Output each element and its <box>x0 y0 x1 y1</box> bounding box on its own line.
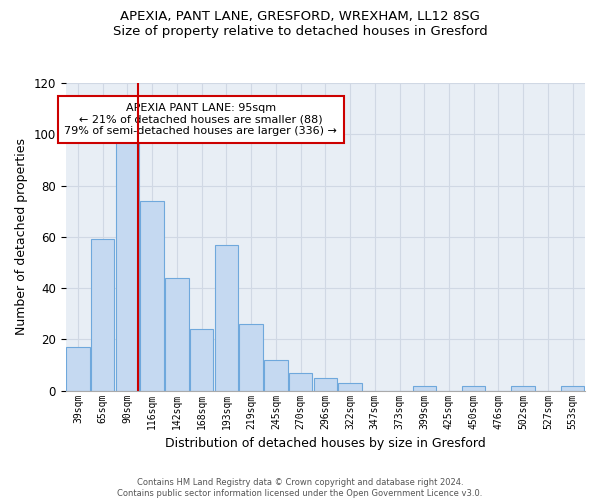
Bar <box>462 386 485 390</box>
Bar <box>289 372 313 390</box>
Bar <box>239 324 263 390</box>
X-axis label: Distribution of detached houses by size in Gresford: Distribution of detached houses by size … <box>165 437 486 450</box>
Bar <box>511 386 535 390</box>
Bar <box>413 386 436 390</box>
Bar <box>116 140 139 390</box>
Bar <box>338 383 362 390</box>
Text: APEXIA, PANT LANE, GRESFORD, WREXHAM, LL12 8SG
Size of property relative to deta: APEXIA, PANT LANE, GRESFORD, WREXHAM, LL… <box>113 10 487 38</box>
Bar <box>140 201 164 390</box>
Bar <box>264 360 287 390</box>
Text: Contains HM Land Registry data © Crown copyright and database right 2024.
Contai: Contains HM Land Registry data © Crown c… <box>118 478 482 498</box>
Bar <box>190 329 214 390</box>
Bar <box>561 386 584 390</box>
Bar <box>66 347 90 391</box>
Y-axis label: Number of detached properties: Number of detached properties <box>15 138 28 336</box>
Bar <box>215 244 238 390</box>
Bar <box>314 378 337 390</box>
Text: APEXIA PANT LANE: 95sqm
← 21% of detached houses are smaller (88)
79% of semi-de: APEXIA PANT LANE: 95sqm ← 21% of detache… <box>64 103 337 136</box>
Bar <box>91 240 115 390</box>
Bar <box>165 278 188 390</box>
